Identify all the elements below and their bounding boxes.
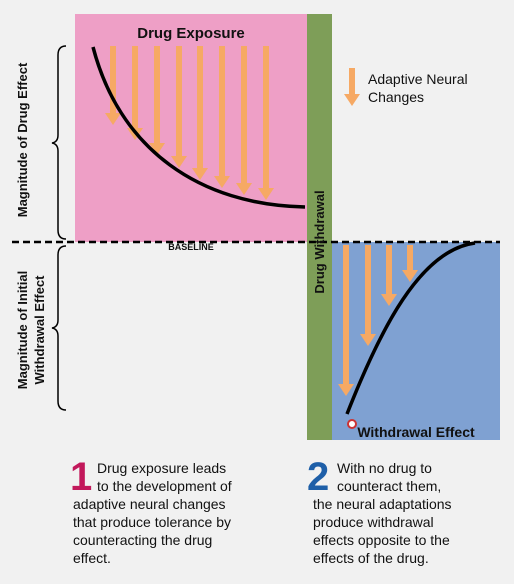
panel-title: Withdrawal Effect	[357, 424, 475, 440]
adaptation-arrow	[402, 245, 418, 282]
adaptation-arrow	[214, 46, 230, 188]
note-line: produce withdrawal	[313, 514, 434, 530]
adaptation-arrow	[381, 245, 397, 306]
axis-label: Magnitude of Initial	[15, 271, 30, 389]
legend-text: Changes	[368, 89, 424, 105]
bar-label: Drug Withdrawal	[312, 190, 327, 293]
axis-label: Withdrawal Effect	[32, 275, 47, 385]
baseline-label: BASELINE	[168, 242, 214, 252]
adaptation-arrow	[258, 46, 274, 200]
adaptation-arrow	[127, 46, 143, 140]
note-line: counteract them,	[337, 478, 441, 494]
adaptation-arrow	[192, 46, 208, 180]
adaptation-arrow	[171, 46, 187, 168]
note-number: 2	[307, 455, 329, 499]
withdrawal-panel	[332, 242, 500, 440]
bracket	[51, 245, 67, 411]
marker	[347, 419, 357, 429]
note-line: With no drug to	[337, 460, 432, 476]
note-line: Drug exposure leads	[97, 460, 226, 476]
note-line: to the development of	[97, 478, 232, 494]
withdrawal-curve	[345, 241, 476, 415]
note-line: adaptive neural changes	[73, 496, 226, 512]
adaptation-arrow	[149, 46, 165, 155]
adaptation-arrow	[105, 46, 121, 125]
note-line: counteracting the drug	[73, 532, 212, 548]
drug-panel	[75, 14, 308, 242]
adaptation-arrow	[236, 46, 252, 195]
legend-text: Adaptive Neural	[368, 71, 468, 87]
note-line: that produce tolerance by	[73, 514, 231, 530]
note-number: 1	[70, 455, 92, 499]
note-line: effect.	[73, 550, 111, 566]
adaptation-arrow	[338, 245, 354, 396]
axis-label: Magnitude of Drug Effect	[15, 62, 30, 217]
adaptation-arrow	[360, 245, 376, 346]
panel-title: Drug Exposure	[137, 25, 245, 42]
legend-arrow	[344, 68, 360, 106]
drug-curve	[91, 46, 306, 209]
note-line: effects of the drug.	[313, 550, 429, 566]
note-line: the neural adaptations	[313, 496, 452, 512]
bracket	[51, 45, 67, 240]
note-line: effects opposite to the	[313, 532, 450, 548]
withdrawal-bar	[307, 14, 332, 440]
